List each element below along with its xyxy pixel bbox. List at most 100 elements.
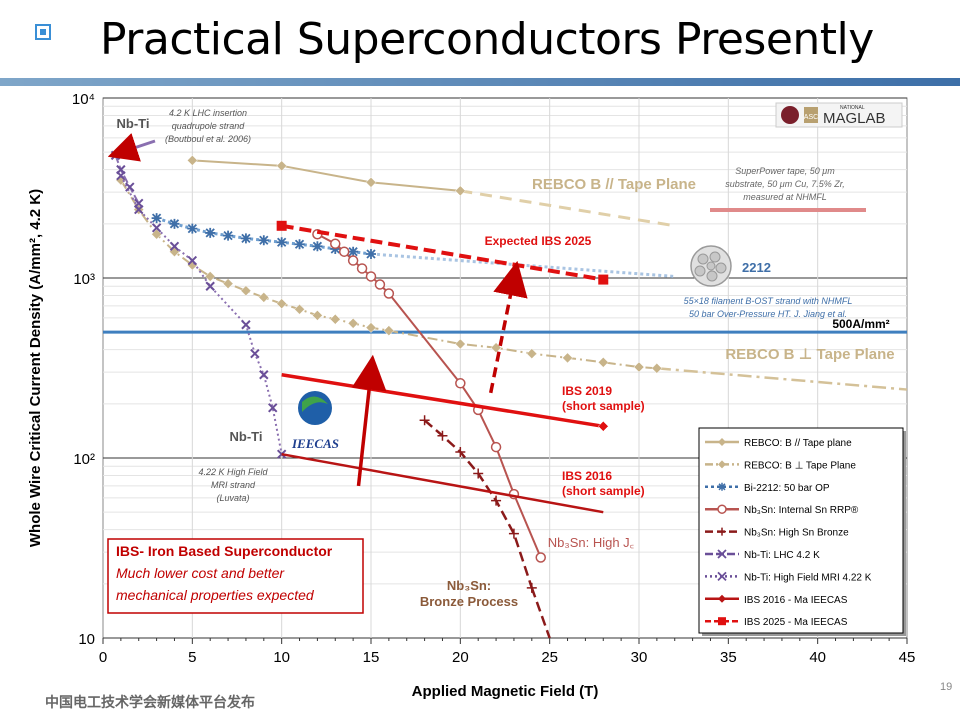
nb3sn-high-label: Nb₃Sn: High J꜀ [548, 535, 634, 550]
rebco-perp-point [651, 362, 663, 374]
legend-marker [717, 571, 727, 582]
superpower-note: measured at NHMFL [743, 192, 827, 202]
rebco-perp-point [294, 303, 305, 315]
nbti-mri-point [241, 320, 251, 330]
rebco-perp-point [526, 348, 538, 359]
nb3sn-rrp-point [455, 378, 466, 389]
ibs2019-line [281, 373, 604, 429]
nbti-mri-point [205, 281, 215, 291]
rebco-perp-point [633, 361, 645, 373]
nb3sn-bronze-point [526, 582, 537, 593]
y-tick-label: 10² [73, 451, 95, 468]
legend-marker [717, 549, 727, 559]
rebco-perp-point [151, 228, 162, 240]
x-tick-label: 15 [363, 649, 380, 666]
bi2212-point [240, 233, 251, 244]
title-underline-bar [0, 78, 960, 86]
nb3sn-bronze-extrapolation [530, 587, 551, 639]
rebco-par-point [365, 176, 377, 188]
page-number: 19 [940, 681, 952, 693]
ibs2019-point [597, 420, 609, 432]
labels-layer: 0 5 10 15 20 25 30 35 40 45 10 10² 10³ 10⁴ Applied Mag… [27, 91, 915, 700]
nbti-lhc-label: Nb-Ti [117, 116, 150, 131]
y-tick-label: 10⁴ [72, 91, 95, 108]
slide-title: Practical Superconductors Presently [100, 14, 874, 65]
arrow-2019-to-2025 [488, 260, 528, 394]
bi2212-point [294, 239, 305, 250]
bi2212-point [223, 230, 234, 241]
footer-text: 中国电工技术学会新媒体平台发布 [45, 694, 255, 710]
rebco-perp-label: REBCO B ⊥ Tape Plane [725, 346, 894, 363]
nbti-mri-point [187, 255, 198, 266]
ibs-box-title: IBS- Iron Based Superconductor [116, 543, 333, 559]
legend-marker [718, 594, 726, 603]
rebco-par-label: REBCO B // Tape Plane [532, 176, 696, 193]
ref500-label: 500A/mm² [832, 317, 889, 331]
nb3sn-rrp-point [365, 271, 377, 282]
ibs2016-line [281, 452, 604, 514]
rebco-perp-point [258, 292, 270, 303]
x-tick-label: 35 [720, 649, 737, 666]
legend-entry-label: REBCO: B ⊥ Tape Plane [744, 460, 856, 471]
bi2212-point [312, 241, 323, 252]
nbti-mri-point [268, 403, 278, 413]
rebco-par-point [454, 185, 466, 197]
nbti-mri-label: Nb-Ti [230, 429, 263, 444]
legend-entry-label: IBS 2025 - Ma IEECAS [744, 617, 848, 628]
nbti-lhc-point [125, 182, 135, 192]
nbti-mri-line [119, 175, 283, 455]
ibs2016-label: (short sample) [562, 484, 645, 498]
x-tick-label: 0 [99, 649, 107, 666]
nb3sn-bronze-point [473, 468, 484, 479]
nb3sn-bronze-label: Nb₃Sn: [447, 578, 491, 593]
nbti-lhc-note: quadrupole strand [172, 121, 246, 131]
rebco-perp-point [329, 313, 341, 325]
bi2212-note: 55×18 filament B-OST strand with NHMFL [684, 296, 853, 306]
legend-marker [717, 504, 727, 514]
rebco-perp-point [312, 310, 323, 321]
nbti-lhc-point [116, 164, 126, 175]
ibs2019-label: IBS 2019 [562, 384, 612, 398]
svg-text:ASC: ASC [804, 114, 818, 121]
bi2212-point [205, 227, 216, 238]
bi2212-note: 50 bar Over-Pressure HT. J. Jiang et al. [689, 309, 847, 319]
ibs-box-line: Much lower cost and better [116, 565, 285, 581]
nbti-lhc-note: (Boutboul et al. 2006) [165, 134, 251, 144]
legend-entry-label: REBCO: B // Tape plane [744, 438, 852, 449]
svg-text:IEECAS: IEECAS [291, 436, 339, 451]
rebco-perp-point [347, 317, 359, 329]
ibs-box [107, 538, 364, 614]
bi2212-point [151, 213, 162, 224]
bi2212-point [366, 248, 376, 259]
maglab-logo: ASC NATIONAL MAGLAB [775, 102, 903, 128]
nb3sn-bronze-point [437, 430, 448, 441]
legend-entry-label: IBS 2016 - Ma IEECAS [744, 595, 848, 606]
rebco-perp-point [365, 322, 377, 333]
legend-entry-label: Nb₃Sn: Internal Sn RRP® [744, 505, 859, 516]
rebco-perp-point [276, 298, 288, 310]
ibs2019-label: (short sample) [562, 399, 645, 413]
ibs-box-line: mechanical properties expected [116, 587, 315, 603]
y-tick-label: 10³ [73, 271, 95, 288]
bi2212-point [258, 235, 269, 246]
legend-entry-label: Nb₃Sn: High Sn Bronze [744, 528, 849, 539]
nb3sn-bronze-point [508, 528, 519, 539]
x-tick-label: 25 [541, 649, 558, 666]
nbti-lhc-pointer [107, 133, 156, 162]
nbti-mri-note: 4.22 K High Field [198, 467, 268, 477]
bi2212-point [187, 223, 198, 234]
svg-text:MAGLAB: MAGLAB [823, 110, 886, 127]
svg-text:NATIONAL: NATIONAL [840, 105, 865, 111]
x-tick-label: 5 [188, 649, 196, 666]
nb3sn-rrp-point [356, 263, 368, 274]
legend-entry-label: Bi-2212: 50 bar OP [744, 483, 830, 494]
nbti-lhc-note: 4.2 K LHC insertion [169, 108, 247, 118]
rebco-perp-point [490, 342, 502, 354]
rebco-perp-point [204, 271, 216, 282]
superpower-note: SuperPower tape, 50 μm [735, 166, 835, 176]
nbti-mri-note: (Luvata) [216, 493, 249, 503]
nb3sn-rrp-point [535, 552, 546, 563]
nbti-mri-note: MRI strand [211, 480, 256, 490]
bi2212-point [169, 218, 180, 229]
